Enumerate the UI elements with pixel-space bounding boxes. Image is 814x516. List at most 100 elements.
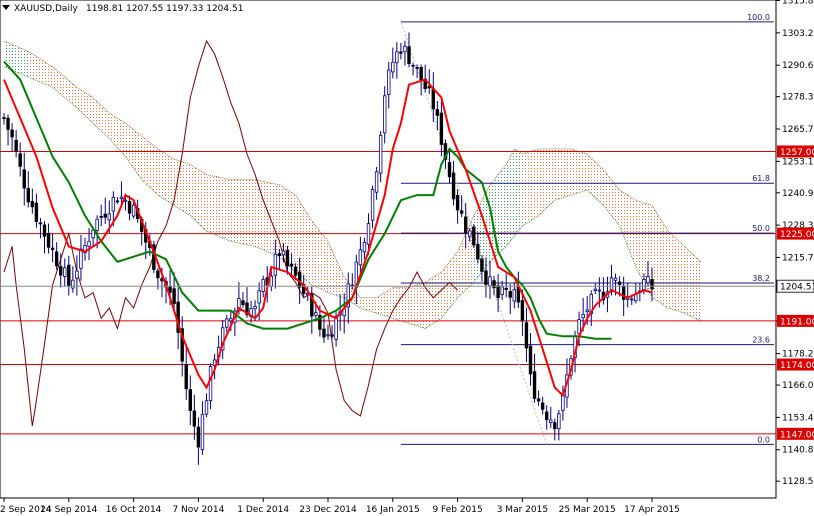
candle-body: [439, 112, 444, 145]
level-price-tag: [777, 145, 814, 158]
candle-body: [123, 199, 128, 202]
candle-body: [204, 400, 209, 415]
candle-body: [111, 196, 116, 212]
candle-body: [30, 201, 35, 208]
candle-body: [310, 294, 314, 317]
candle-body: [630, 298, 634, 301]
candle-body: [75, 270, 79, 279]
candle-body: [472, 226, 476, 246]
candle-body: [415, 67, 419, 69]
candle-body: [532, 371, 537, 399]
y-tick-label: 1140.80: [782, 446, 814, 456]
senkou-span-b: [3, 66, 701, 330]
candle-body: [488, 276, 492, 287]
y-tick-label: 1128.55: [782, 477, 814, 487]
candle-body: [508, 291, 512, 298]
candle-body: [512, 289, 516, 302]
candle-body: [277, 253, 282, 256]
x-tick-label: 2 Sep 2014: [0, 505, 52, 515]
x-tick-label: 3 Mar 2015: [497, 505, 548, 515]
candle-body: [500, 286, 504, 296]
candle-body: [528, 345, 533, 375]
candle-body: [285, 250, 290, 267]
candle-body: [419, 67, 423, 81]
candle-body: [14, 139, 18, 152]
cloud-bullish-area: [473, 148, 523, 283]
candle-body: [273, 253, 278, 276]
level-price-tag-label: 1257.00: [780, 148, 814, 158]
candle-body: [22, 169, 26, 189]
candle-body: [593, 288, 597, 291]
candle-body: [403, 45, 407, 53]
x-tick-label: 25 Mar 2015: [559, 505, 616, 515]
candle-body: [115, 200, 120, 203]
candle-body: [520, 300, 525, 322]
candle-body: [621, 285, 626, 300]
candle-body: [617, 281, 622, 285]
candle-body: [597, 289, 602, 292]
candle-body: [613, 277, 618, 281]
candle-body: [346, 283, 350, 308]
candle-body: [540, 402, 545, 410]
candle-body: [463, 216, 468, 233]
level-price-tag: [777, 427, 814, 440]
candle-body: [561, 393, 565, 411]
candle-body: [322, 328, 326, 338]
x-tick-label: 17 Apr 2015: [624, 505, 680, 515]
candle-body: [407, 46, 411, 65]
candle-body: [38, 222, 43, 225]
candle-body: [447, 162, 452, 178]
candle-body: [10, 129, 14, 138]
candle-body: [431, 88, 435, 110]
candle-body: [83, 245, 87, 254]
y-tick-label: 1215.70: [782, 253, 814, 263]
candle-body: [358, 249, 363, 266]
candle-body: [59, 266, 63, 276]
candle-body: [370, 189, 375, 221]
current-price-tag-label: 1204.51: [780, 283, 814, 293]
candle-body: [382, 95, 387, 134]
candle-body: [642, 279, 646, 290]
candle-body: [443, 143, 448, 160]
candle-body: [184, 364, 188, 390]
candle-body: [241, 300, 245, 306]
fib-label: 23.6: [752, 336, 770, 345]
x-tick-label: 9 Feb 2015: [432, 505, 482, 515]
y-tick-label: 1178.25: [782, 350, 814, 360]
candle-body: [6, 117, 10, 130]
candle-body: [334, 315, 338, 340]
candlesticks: [2, 32, 654, 465]
candle-body: [549, 419, 553, 424]
candle-body: [318, 314, 322, 330]
candle-body: [196, 426, 201, 448]
y-tick-label: 1265.75: [782, 125, 814, 135]
candle-body: [42, 224, 47, 237]
candle-body: [585, 309, 589, 312]
x-tick-label: 23 Dec 2014: [299, 505, 357, 515]
chikou-span-line: [3, 39, 458, 427]
candle-body: [192, 410, 197, 427]
candle-body: [492, 280, 496, 289]
candle-body: [172, 288, 176, 305]
triangle-down-icon[interactable]: [2, 5, 10, 10]
y-tick-label: 1153.40: [782, 413, 814, 423]
candle-body: [107, 213, 111, 221]
candle-body: [553, 422, 557, 430]
candle-body: [459, 210, 464, 214]
candle-body: [188, 389, 192, 411]
candle-body: [557, 413, 561, 430]
fib-label: 61.8: [752, 174, 770, 183]
candle-body: [330, 334, 334, 337]
candle-body: [387, 69, 391, 95]
level-price-tag: [777, 358, 814, 371]
candle-body: [293, 266, 298, 276]
level-price-tag: [777, 314, 814, 327]
candle-body: [435, 109, 440, 116]
candle-body: [646, 276, 650, 284]
candle-body: [2, 117, 6, 120]
candle-body: [180, 328, 184, 362]
level-price-tag-label: 1191.00: [780, 317, 814, 327]
current-price-tag: [776, 279, 814, 293]
candle-body: [127, 201, 132, 214]
